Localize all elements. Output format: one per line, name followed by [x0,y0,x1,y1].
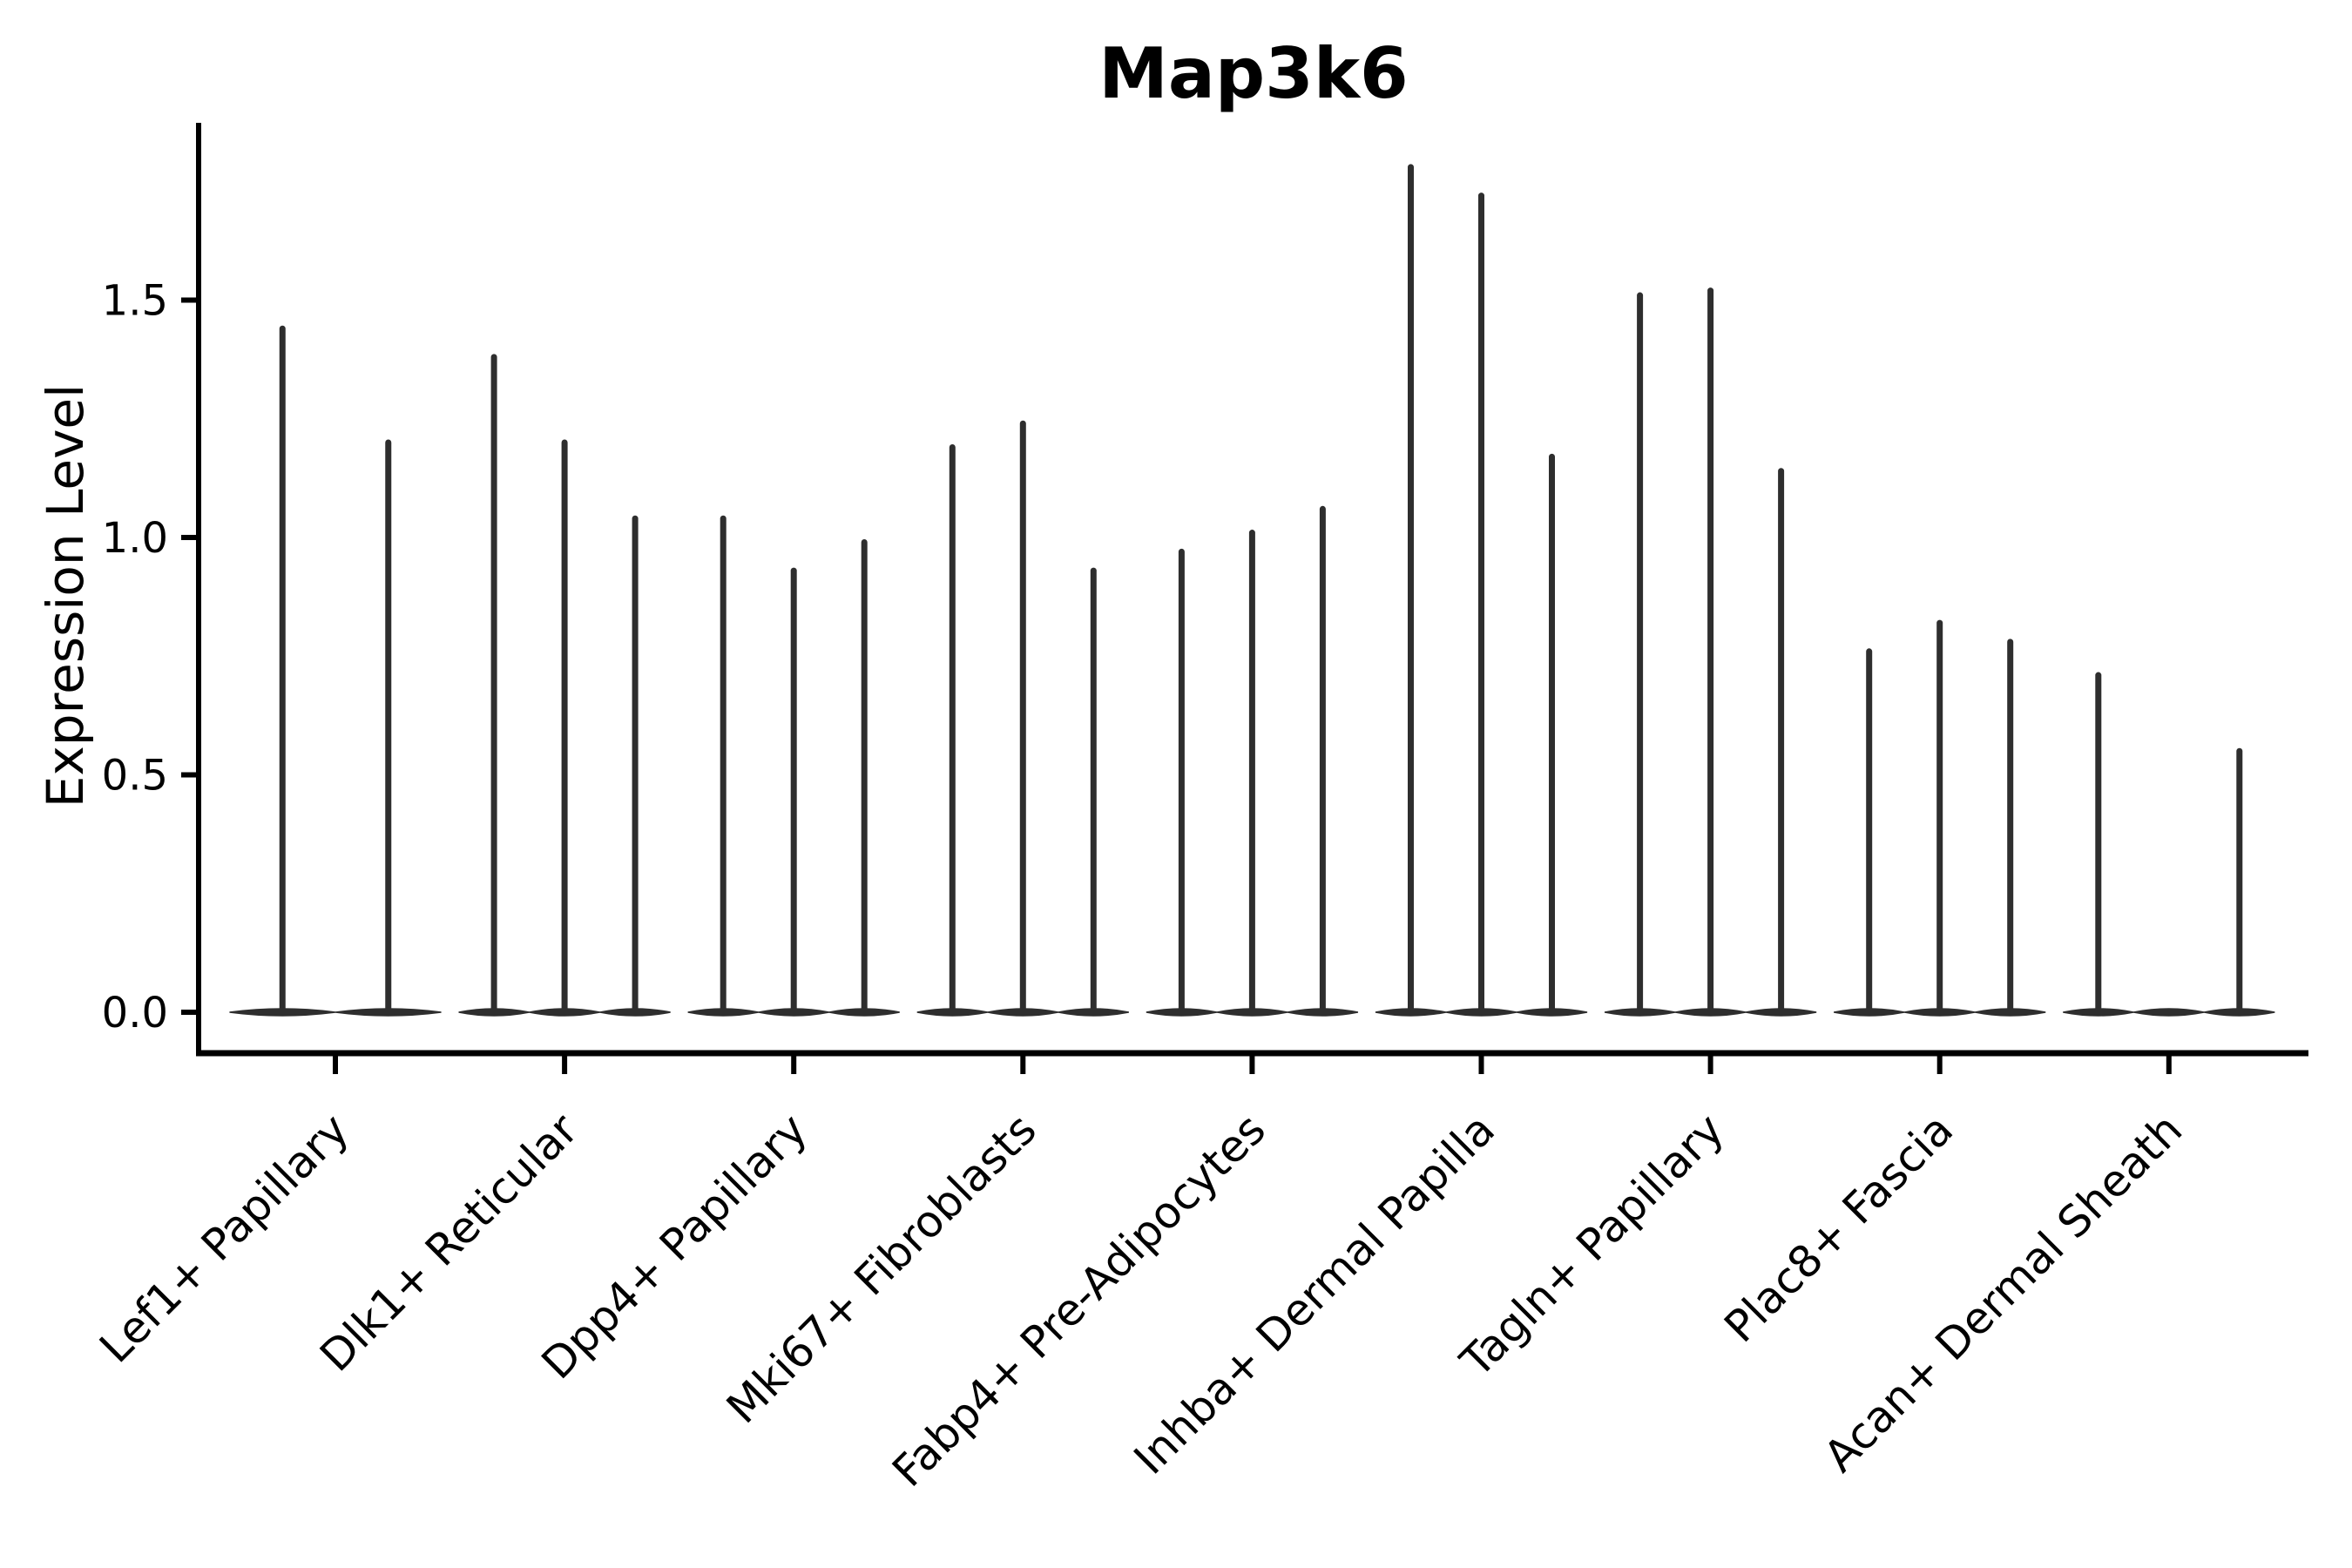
x-tick-label: Fabp4+ Pre-Adipocytes [882,1104,1275,1497]
x-tick-label: Plac8+ Fascia [1714,1104,1963,1352]
y-axis-label: Expression Level [36,384,95,808]
y-tick-label: 1.5 [102,277,168,326]
y-ticks-group: 0.0 0.5 1.0 1.5 [102,277,199,1037]
plot-title: Map3k6 [1098,33,1408,114]
y-tick-label: 1.0 [102,514,168,563]
violin-base [2133,1008,2205,1017]
axes-group [196,123,2308,1057]
x-tick-label: Lef1+ Papillary [90,1104,358,1372]
violins-group [229,164,2275,1017]
y-tick-label: 0.5 [102,752,168,801]
y-tick-label: 0.0 [102,989,168,1037]
